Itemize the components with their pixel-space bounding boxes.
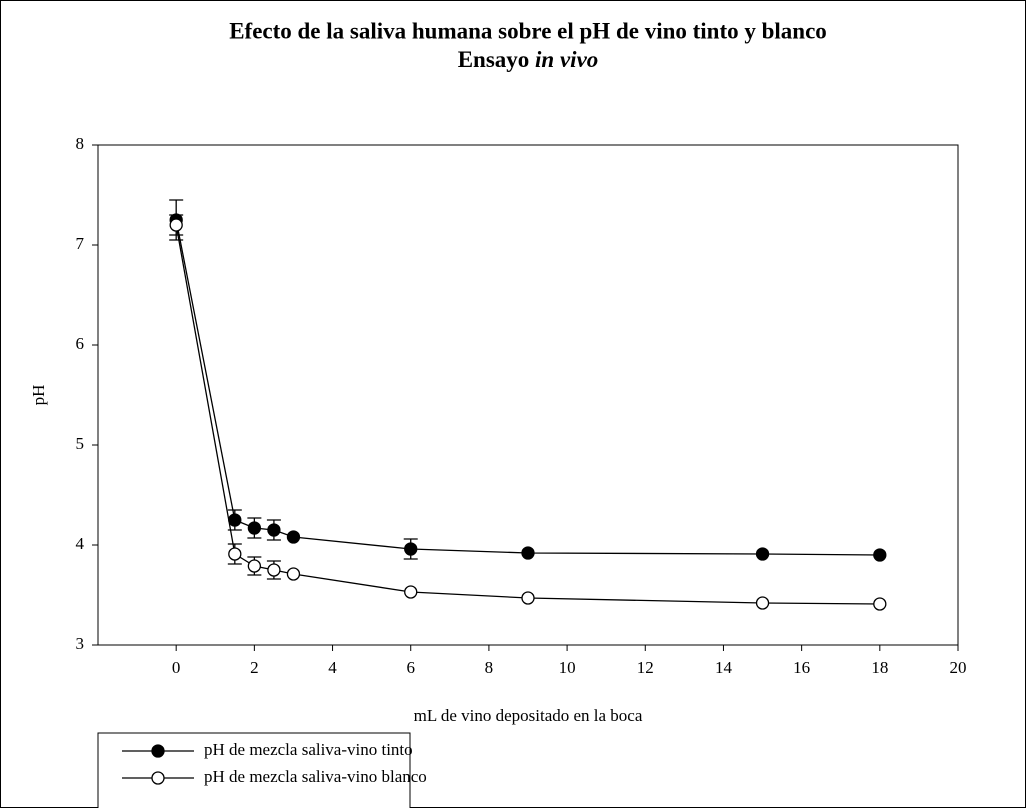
- chart-title: Efecto de la saliva humana sobre el pH d…: [229, 18, 827, 43]
- marker: [755, 596, 770, 610]
- x-tick-label: 18: [871, 658, 888, 677]
- x-axis-label: mL de vino depositado en la boca: [414, 706, 643, 725]
- marker: [755, 547, 770, 561]
- marker: [873, 597, 887, 611]
- marker: [404, 542, 418, 556]
- x-tick-label: 8: [485, 658, 494, 677]
- marker: [247, 521, 262, 535]
- x-tick-label: 16: [793, 658, 810, 677]
- legend: [97, 732, 411, 808]
- x-tick-label: 10: [559, 658, 576, 677]
- y-tick-label: 7: [76, 234, 85, 253]
- y-tick-label: 3: [76, 634, 85, 653]
- marker: [404, 585, 418, 599]
- marker: [228, 513, 242, 527]
- marker: [267, 563, 281, 577]
- marker: [228, 547, 242, 561]
- y-tick-label: 8: [76, 134, 85, 153]
- subtitle: Ensayo: [458, 47, 530, 72]
- x-tick-label: 14: [715, 658, 733, 677]
- x-tick-label: 2: [250, 658, 259, 677]
- x-tick-label: 12: [637, 658, 654, 677]
- marker: [247, 559, 262, 573]
- y-tick-label: 6: [76, 334, 85, 353]
- marker: [873, 548, 887, 562]
- chart-subtitle: Ensayo in vivo: [458, 47, 599, 72]
- plot-area: [97, 144, 959, 646]
- y-tick-label: 4: [76, 534, 85, 553]
- x-tick-label: 20: [950, 658, 967, 677]
- y-tick-label: 5: [76, 434, 85, 453]
- marker: [521, 546, 535, 560]
- marker: [267, 523, 281, 537]
- x-tick-label: 6: [406, 658, 415, 677]
- x-tick-label: 0: [172, 658, 181, 677]
- marker: [286, 567, 301, 581]
- legend-label: pH de mezcla saliva-vino blanco: [204, 767, 427, 786]
- x-tick-label: 4: [328, 658, 337, 677]
- subtitle-italic: in vivo: [535, 47, 598, 72]
- marker: [521, 591, 535, 605]
- marker: [286, 530, 301, 544]
- legend-marker: [151, 771, 165, 785]
- legend-label: pH de mezcla saliva-vino tinto: [204, 740, 413, 759]
- y-axis-label: pH: [29, 385, 48, 406]
- legend-marker: [151, 744, 165, 758]
- marker: [169, 218, 183, 232]
